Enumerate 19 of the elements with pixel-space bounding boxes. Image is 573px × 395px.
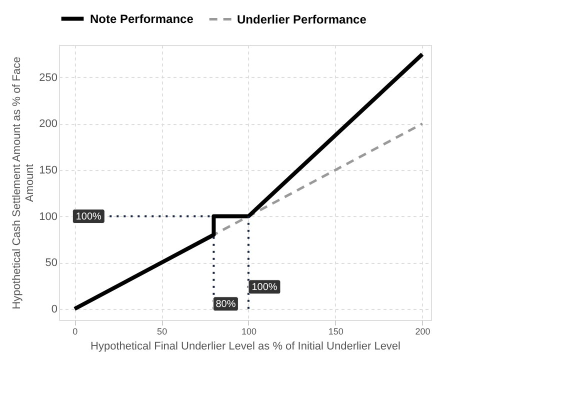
legend-label: Note Performance <box>90 12 194 26</box>
legend-label: Underlier Performance <box>237 12 367 26</box>
x-tick-label: 200 <box>415 326 430 336</box>
x-tick-label: 50 <box>157 326 168 336</box>
line-series <box>72 52 424 311</box>
x-tick-label: 0 <box>72 326 78 336</box>
y-tick-label: 50 <box>45 257 58 270</box>
y-tick-label: 250 <box>39 72 58 84</box>
y-tick-label: 100 <box>39 210 58 223</box>
annotation: 100% <box>252 282 278 293</box>
y-tick-label: 0 <box>51 303 58 316</box>
y-tick-label: 200 <box>39 118 58 130</box>
annotation: 100% <box>76 211 102 222</box>
y-axis-title: Hypothetical Cash Settlement Amount as % of Face Amount <box>11 56 36 310</box>
x-tick-label: 100 <box>241 326 256 336</box>
annotation: 80% <box>216 298 236 310</box>
x-tick-label: 150 <box>328 326 344 336</box>
x-axis-title: Hypothetical Final Underlier Level as % of Initial Underlier Level <box>90 340 400 352</box>
y-tick-label: 150 <box>39 164 58 176</box>
